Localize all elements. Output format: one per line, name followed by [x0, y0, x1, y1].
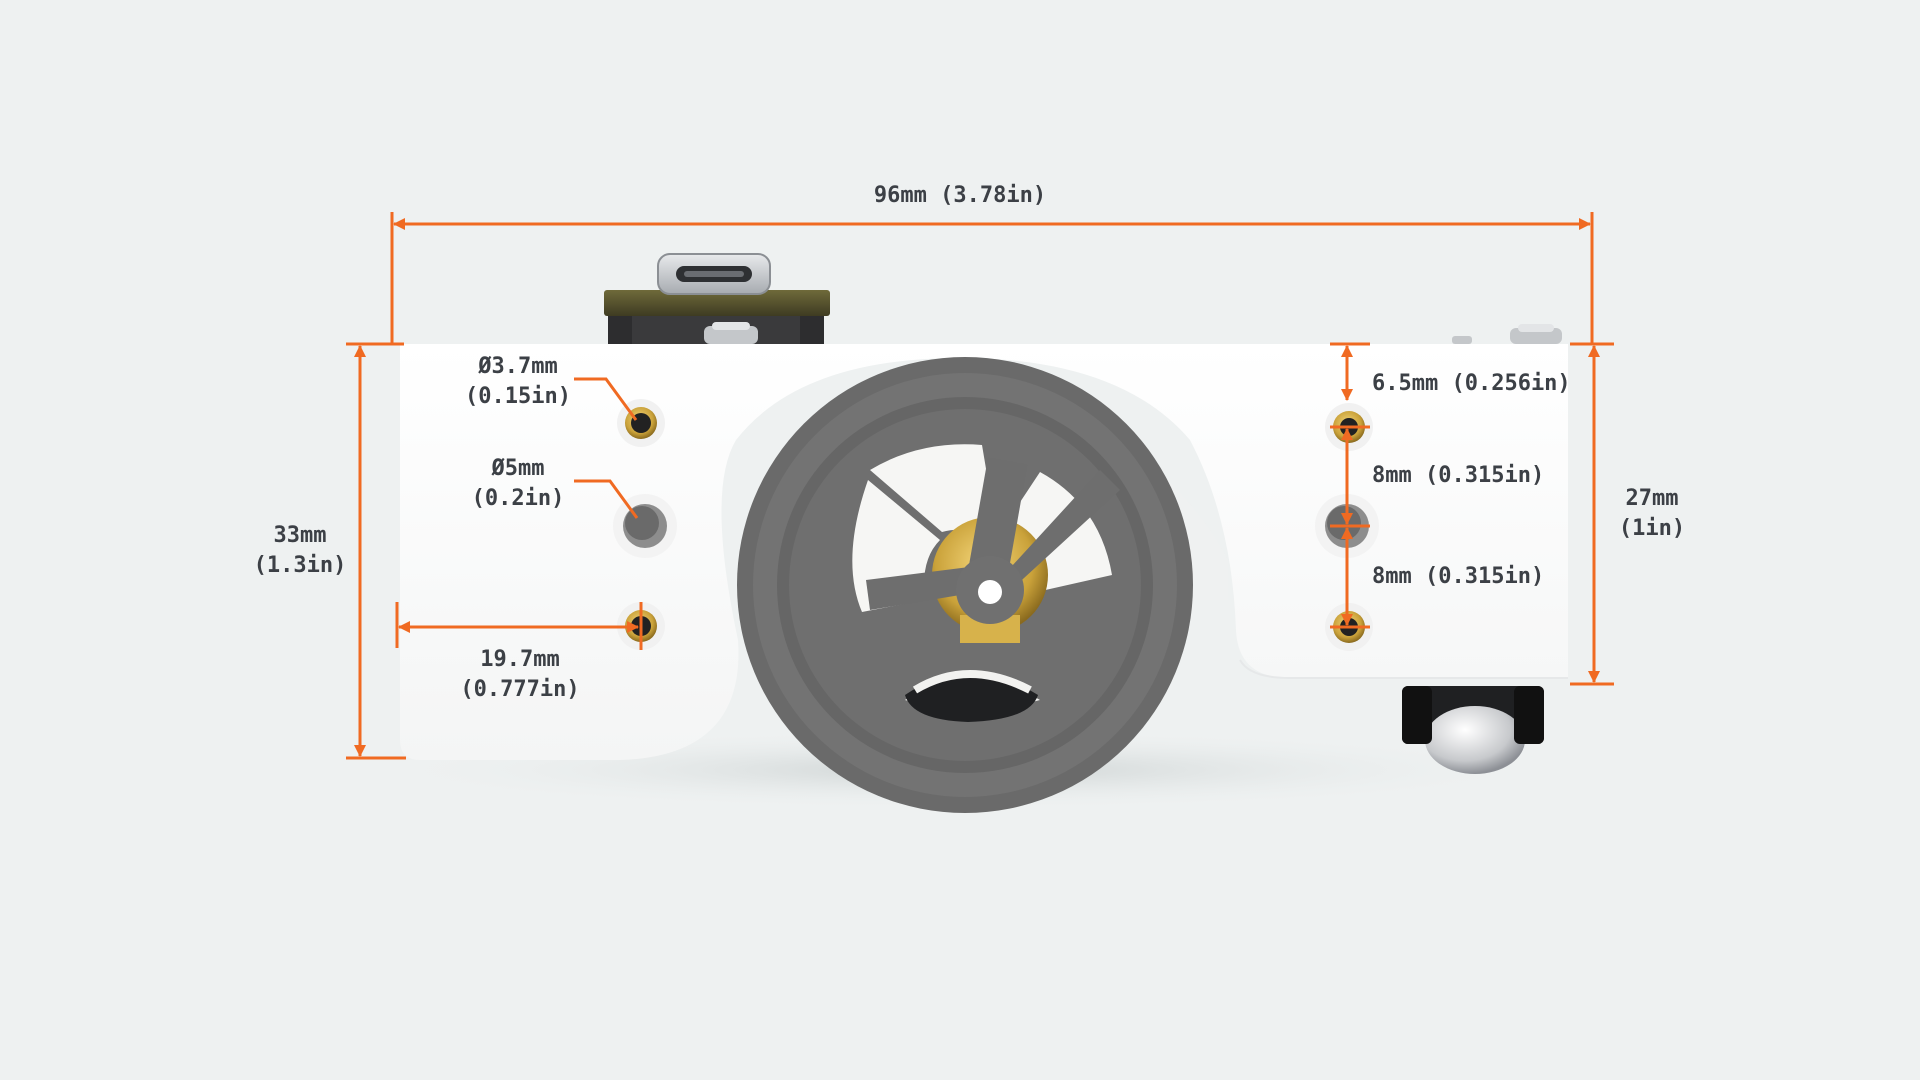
small-hole-leader [574, 377, 638, 421]
screw-icon [704, 322, 758, 344]
screw-icon [1452, 324, 1562, 344]
body-height-label: 27mm (1in) [1600, 484, 1704, 544]
usb-c-connector-icon [657, 253, 771, 295]
lower-spacing-text: 8mm (0.315in) [1372, 564, 1545, 589]
large-hole-leader [574, 479, 639, 519]
overall-height-in: (1.3in) [253, 553, 347, 578]
small-hole-in: (0.15in) [465, 384, 571, 409]
upper-spacing-label: 8mm (0.315in) [1372, 461, 1544, 491]
hole-offset-mm: 19.7mm [480, 647, 560, 672]
large-hole-label: Ø5mm (0.2in) [448, 454, 588, 514]
overall-height-mm: 33mm [273, 523, 327, 548]
lower-spacing-label: 8mm (0.315in) [1372, 562, 1544, 592]
caster-ball-icon [1402, 686, 1544, 774]
overall-height-label: 33mm (1.3in) [225, 521, 375, 581]
hole-offset-label: 19.7mm (0.777in) [440, 645, 600, 705]
overall-width-text: 96mm (3.78in) [873, 183, 1047, 208]
small-hole-mm: Ø3.7mm [478, 354, 558, 379]
hole-offset-in: (0.777in) [460, 677, 580, 702]
body-height-mm: 27mm [1625, 486, 1679, 511]
robot-body [400, 344, 1568, 760]
usb-c-board [604, 253, 830, 344]
small-hole-label: Ø3.7mm (0.15in) [448, 352, 588, 412]
large-hole-in: (0.2in) [471, 486, 565, 511]
upper-spacing-text: 8mm (0.315in) [1372, 463, 1545, 488]
mount-hole-large [613, 494, 677, 558]
overall-width-label: 96mm (3.78in) [860, 181, 1060, 211]
top-hole-offset-label: 6.5mm (0.256in) [1372, 369, 1571, 399]
large-hole-mm: Ø5mm [491, 456, 545, 481]
body-height-in: (1in) [1618, 516, 1686, 541]
dimension-lines [346, 212, 1614, 760]
wheel-icon [737, 357, 1193, 813]
top-hole-offset-text: 6.5mm (0.256in) [1372, 371, 1571, 396]
